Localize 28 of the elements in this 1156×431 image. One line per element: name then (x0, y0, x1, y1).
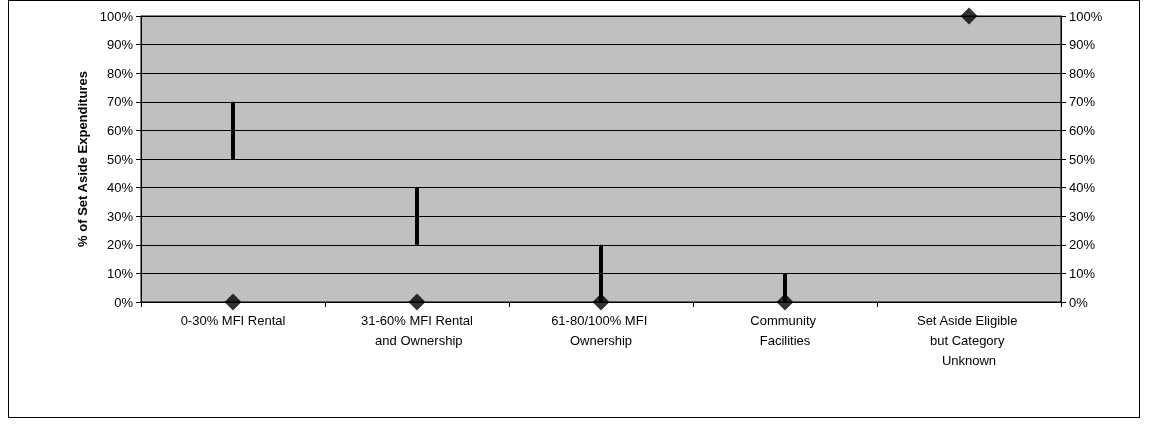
y2-tick-label: 70% (1069, 94, 1096, 110)
y-tick-label: 20% (106, 237, 134, 253)
y-tick-label: 70% (106, 94, 134, 110)
y-tick-label: 80% (106, 65, 134, 81)
y-tick-label: 30% (106, 208, 134, 224)
y2-tick-label: 10% (1069, 265, 1096, 281)
x-tick-label: Set Aside Eligible but Category Unknown (916, 312, 1022, 368)
x-tick-label: Community Facilities (750, 312, 820, 348)
y-tick-label: 100% (99, 8, 134, 24)
y2-tick-label: 20% (1069, 237, 1096, 253)
y-tick-label: 90% (106, 37, 134, 53)
y-axis-title: % of Set Aside Expenditures (74, 71, 90, 247)
y2-tick-label: 100% (1069, 8, 1103, 24)
y-tick-label: 40% (106, 180, 134, 196)
y2-tick-label: 50% (1069, 151, 1096, 167)
x-tick-label: 61-80/100% MFI Ownership (551, 312, 651, 348)
y2-tick-label: 80% (1069, 65, 1096, 81)
y2-tick-label: 60% (1069, 122, 1096, 138)
x-tick-label: 31-60% MFI Rental and Ownership (361, 312, 474, 348)
y2-tick-label: 30% (1069, 208, 1096, 224)
x-tick-label: 0-30% MFI Rental (180, 312, 286, 328)
y-tick-label: 0% (114, 294, 134, 310)
y2-tick-label: 90% (1069, 37, 1096, 53)
y2-tick-label: 40% (1069, 180, 1096, 196)
y-tick-label: 50% (106, 151, 134, 167)
y-tick-label: 60% (106, 122, 134, 138)
y2-tick-label: 0% (1069, 294, 1089, 310)
y-tick-label: 10% (106, 265, 134, 281)
